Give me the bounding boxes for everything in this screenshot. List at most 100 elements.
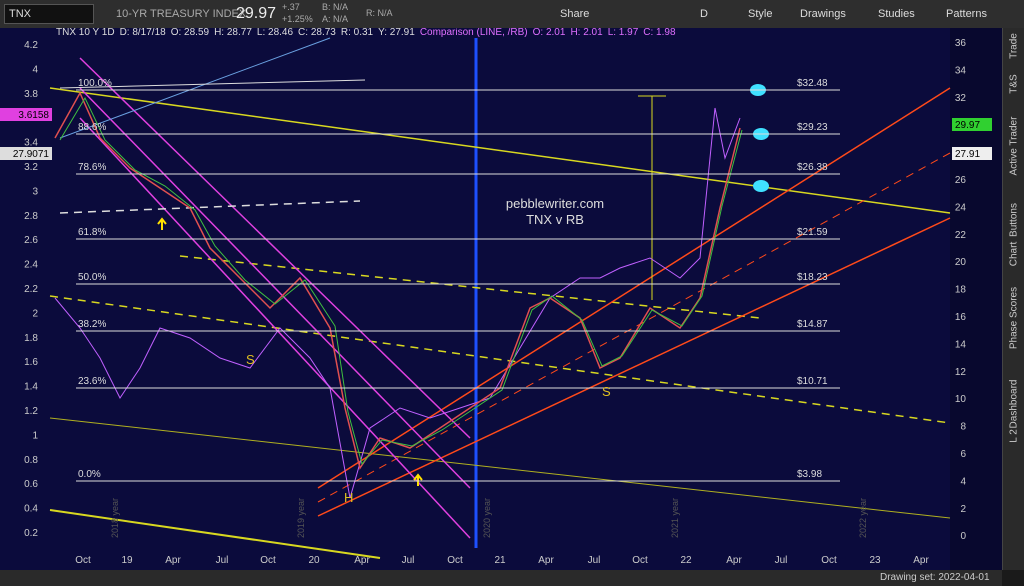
fib-price: $21.59: [797, 227, 828, 238]
fib-price: $14.87: [797, 319, 828, 330]
x-tick-label: Apr: [354, 555, 370, 566]
studies-button[interactable]: Studies: [878, 8, 915, 20]
sidebar-tab[interactable]: Chart: [1008, 241, 1020, 267]
left-tick-label: 1.6: [24, 357, 38, 368]
fib-pct: 88.6%: [78, 122, 106, 133]
right-tick-label: 8: [960, 422, 966, 433]
sidebar-tab[interactable]: T&S: [1008, 74, 1020, 94]
left-tick-label: 3.8: [24, 89, 38, 100]
left-tick-label: 0.4: [24, 504, 38, 515]
left-tick-label: 2.2: [24, 284, 38, 295]
sidebar: Trade T&S Active Trader Buttons Chart Phase S…: [1002, 28, 1024, 570]
fib-price: $26.38: [797, 162, 828, 173]
info-item: L: 1.97: [608, 28, 639, 38]
channel-line: [317, 87, 951, 489]
fib-pct: 78.6%: [78, 162, 106, 173]
info-line: TNX 10 Y 1D D: 8/17/18 O: 28.59 H: 28.77 L: …: [56, 28, 676, 38]
x-tick-label: Oct: [821, 555, 837, 566]
left-tick-label: 4: [32, 64, 38, 75]
x-tick-label: Apr: [726, 555, 742, 566]
sidebar-tab[interactable]: Buttons: [1008, 203, 1020, 237]
x-tick-label: Oct: [260, 555, 276, 566]
x-tick-label: Apr: [165, 555, 181, 566]
right-tick-label: 12: [955, 367, 967, 378]
right-tick-label: 6: [960, 449, 966, 460]
info-item: L: 28.46: [257, 28, 294, 38]
left-tick-label: 2: [32, 308, 38, 319]
right-tick-label: 22: [955, 230, 967, 241]
sidebar-tab[interactable]: Trade: [1008, 33, 1020, 59]
left-tick-label: 0.8: [24, 455, 38, 466]
drawings-button[interactable]: Drawings: [800, 8, 846, 20]
right-tick-label: 34: [955, 65, 967, 76]
price-tag-label: 29.97: [955, 120, 980, 131]
year-mark: 2022 year: [858, 498, 868, 538]
sidebar-tab[interactable]: Phase Scores: [1008, 286, 1020, 350]
x-tick-label: Apr: [913, 555, 929, 566]
year-mark: 2021 year: [670, 498, 680, 538]
aggregation-button[interactable]: D: [700, 8, 708, 20]
right-tick-label: 0: [960, 531, 966, 542]
trend-line: [59, 79, 366, 89]
price-tag-label: 27.91: [955, 149, 980, 160]
bid: B: N/A: [322, 2, 349, 12]
price-tag-label: 3.6158: [18, 110, 49, 121]
sidebar-tab[interactable]: Active Trader: [1008, 116, 1020, 176]
channel-line: [317, 217, 951, 517]
price-tag: [0, 108, 52, 121]
right-tick-label: 26: [955, 175, 967, 186]
fib-price: $10.71: [797, 376, 828, 387]
watermark-subtitle: TNX v RB: [526, 212, 584, 227]
left-tick-label: 1.4: [24, 382, 38, 393]
right-tick-label: 10: [955, 394, 967, 405]
trend-line: [49, 295, 951, 424]
fib-price: $18.23: [797, 272, 828, 283]
x-tick-label: 19: [121, 555, 133, 566]
info-item: Y: 27.91: [378, 28, 415, 38]
left-tick-label: 2.8: [24, 211, 38, 222]
fib-pct: 100.0%: [78, 78, 112, 89]
style-button[interactable]: Style: [748, 8, 773, 20]
x-tick-label: Oct: [632, 555, 648, 566]
left-tick-label: 1: [32, 430, 38, 441]
last-price: 29.97: [236, 5, 277, 22]
sidebar-tab[interactable]: L 2: [1008, 429, 1020, 443]
right-tick-label: 4: [960, 476, 966, 487]
right-tick-label: 18: [955, 285, 967, 296]
sidebar-tab[interactable]: Dashboard: [1008, 379, 1020, 429]
share-button[interactable]: Share: [560, 8, 590, 20]
fib-price: $32.48: [797, 78, 828, 89]
info-item: C: 1.98: [643, 28, 676, 38]
channel-line: [79, 57, 471, 439]
right-tick-label: 16: [955, 312, 967, 323]
trend-line: [49, 87, 951, 214]
chart-background: [0, 28, 1002, 570]
left-tick-label: 1.8: [24, 333, 38, 344]
right-tick-label: 24: [955, 202, 967, 213]
patterns-button[interactable]: Patterns: [946, 8, 987, 20]
year-mark: 2019 year: [296, 498, 306, 538]
watermark-site: pebblewriter.com: [506, 196, 604, 211]
left-tick-label: 0.2: [24, 528, 38, 539]
fib-pct: 23.6%: [78, 376, 106, 387]
left-tick-label: 3.4: [24, 138, 38, 149]
fib-pct: 0.0%: [78, 469, 101, 480]
channel-line: [79, 87, 471, 489]
fib-price: $29.23: [797, 122, 828, 133]
trend-line: [59, 37, 331, 139]
comparison-line: [54, 107, 741, 499]
target-marker: [753, 180, 769, 192]
right-tick-label: 14: [955, 339, 967, 350]
x-tick-label: Oct: [75, 555, 91, 566]
right-tick-label: 2: [960, 504, 966, 515]
x-tick-label: 21: [494, 555, 506, 566]
symbol-box[interactable]: TNX: [4, 4, 94, 24]
axes: TNX 10 Y 1D D: 8/17/18 O: 28.59 H: 28.77 L: …: [0, 28, 992, 566]
fib-price: $3.98: [797, 469, 822, 480]
price-tag-label: 27.9071: [13, 149, 50, 160]
description: 10-YR TREASURY INDEX: [116, 8, 247, 20]
price-tag: [952, 118, 992, 131]
price-tag: [952, 147, 992, 160]
status-bar: Drawing set: 2022-04-01: [0, 570, 1002, 586]
